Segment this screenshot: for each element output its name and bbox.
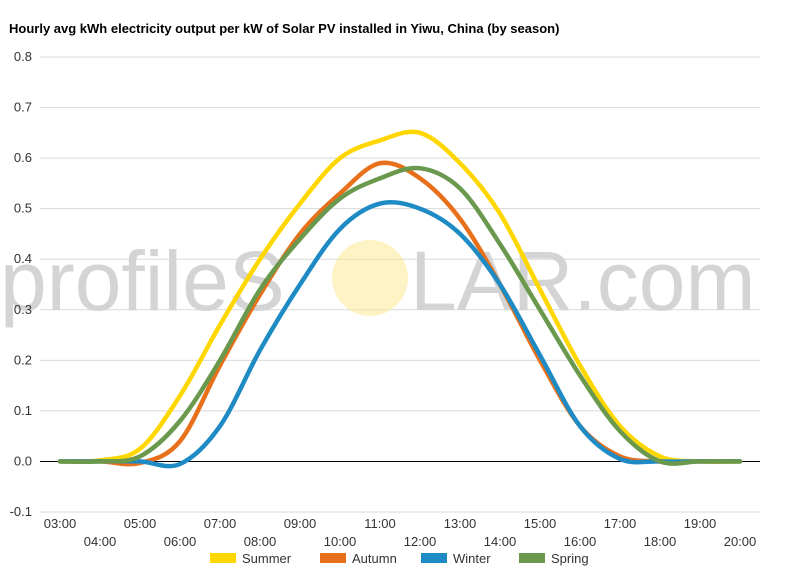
x-tick-label: 20:00 bbox=[724, 534, 757, 549]
series-line-summer bbox=[57, 129, 743, 465]
chart-title: Hourly avg kWh electricity output per kW… bbox=[9, 21, 559, 36]
x-tick-label: 15:00 bbox=[524, 516, 557, 531]
y-tick-label: 0.5 bbox=[14, 201, 32, 216]
x-tick-label: 05:00 bbox=[124, 516, 157, 531]
series-lines bbox=[57, 129, 743, 469]
x-tick-label: 14:00 bbox=[484, 534, 517, 549]
legend-swatch-autumn bbox=[320, 553, 346, 563]
x-tick-label: 10:00 bbox=[324, 534, 357, 549]
y-tick-label: -0.1 bbox=[10, 504, 32, 519]
y-tick-label: 0.3 bbox=[14, 302, 32, 317]
y-tick-label: 0.2 bbox=[14, 352, 32, 367]
x-tick-label: 19:00 bbox=[684, 516, 717, 531]
series-line-autumn bbox=[57, 160, 743, 467]
legend-label-spring: Spring bbox=[551, 551, 589, 566]
legend-swatch-summer bbox=[210, 553, 236, 563]
legend: Summer Autumn Winter Spring bbox=[210, 551, 589, 566]
x-tick-label: 07:00 bbox=[204, 516, 237, 531]
x-tick-label: 12:00 bbox=[404, 534, 437, 549]
x-axis: 03:00 04:00 05:00 06:00 07:00 08:00 09:00 10:00… bbox=[44, 516, 757, 549]
watermark-sun-icon bbox=[332, 240, 408, 316]
x-tick-label: 16:00 bbox=[564, 534, 597, 549]
x-tick-label: 03:00 bbox=[44, 516, 77, 531]
legend-swatch-winter bbox=[421, 553, 447, 563]
legend-label-winter: Winter bbox=[453, 551, 491, 566]
watermark: profileS LAR.com bbox=[0, 234, 755, 328]
series-line-spring bbox=[57, 165, 743, 466]
y-tick-label: 0.4 bbox=[14, 251, 32, 266]
x-tick-label: 17:00 bbox=[604, 516, 637, 531]
y-tick-label: 0.1 bbox=[14, 403, 32, 418]
watermark-right-text: LAR.com bbox=[410, 234, 755, 328]
y-tick-label: 0.8 bbox=[14, 49, 32, 64]
legend-swatch-spring bbox=[519, 553, 545, 563]
y-tick-label: 0.0 bbox=[14, 453, 32, 468]
y-axis: 0.8 0.7 0.6 0.5 0.4 0.3 0.2 0.1 0.0 -0.1 bbox=[10, 49, 32, 519]
legend-label-summer: Summer bbox=[242, 551, 292, 566]
x-tick-label: 08:00 bbox=[244, 534, 277, 549]
x-tick-label: 09:00 bbox=[284, 516, 317, 531]
x-tick-label: 13:00 bbox=[444, 516, 477, 531]
series-line-winter bbox=[57, 199, 743, 469]
x-tick-label: 18:00 bbox=[644, 534, 677, 549]
x-tick-label: 06:00 bbox=[164, 534, 197, 549]
legend-label-autumn: Autumn bbox=[352, 551, 397, 566]
x-tick-label: 11:00 bbox=[364, 516, 396, 531]
y-tick-label: 0.7 bbox=[14, 100, 32, 115]
x-tick-label: 04:00 bbox=[84, 534, 117, 549]
watermark-left-text: profileS bbox=[0, 234, 285, 328]
y-tick-label: 0.6 bbox=[14, 150, 32, 165]
